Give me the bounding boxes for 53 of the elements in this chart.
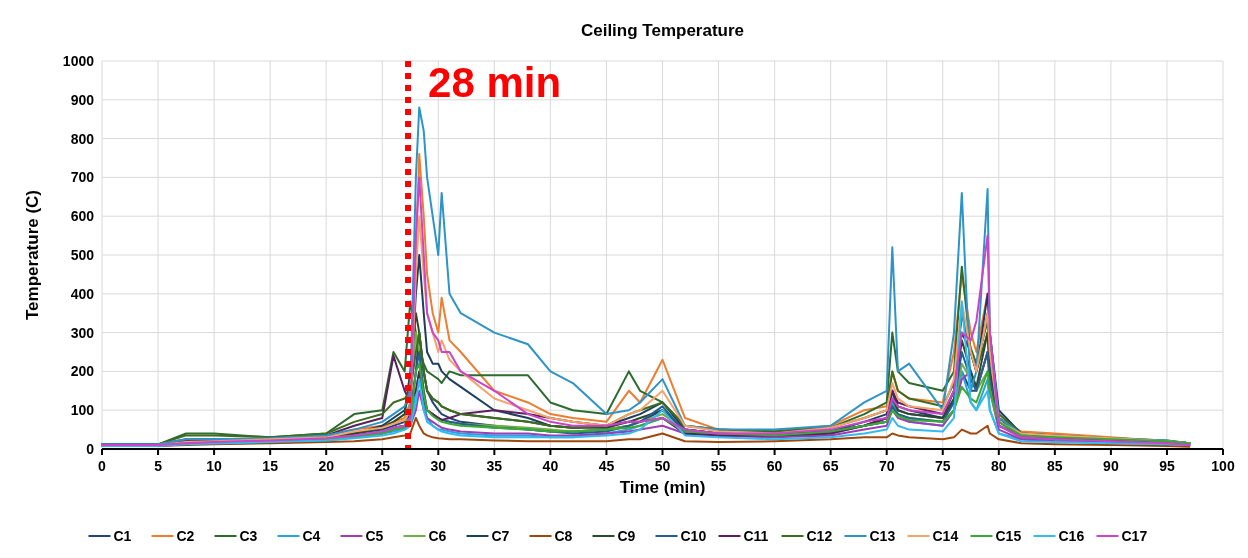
x-tick-label: 95 <box>1159 458 1175 474</box>
legend-label: C7 <box>491 527 510 544</box>
y-tick-label: 0 <box>86 440 95 457</box>
x-tick-label: 50 <box>654 458 671 474</box>
y-tick-label: 1000 <box>62 52 95 69</box>
legend-label: C5 <box>365 527 384 544</box>
legend-label: C9 <box>617 527 636 544</box>
y-tick-label: 400 <box>70 285 95 302</box>
x-tick-label: 65 <box>822 458 839 474</box>
x-tick-label: 15 <box>262 458 279 474</box>
y-tick-label: 700 <box>70 169 95 186</box>
legend-label: C8 <box>554 527 573 544</box>
legend-label: C16 <box>1058 527 1085 544</box>
y-tick-label: 200 <box>70 363 95 380</box>
legend-label: C4 <box>302 527 321 544</box>
x-tick-label: 30 <box>430 458 447 474</box>
x-tick-label: 80 <box>991 458 1007 474</box>
x-tick-label: 40 <box>542 458 559 474</box>
x-tick-label: 75 <box>934 458 951 474</box>
x-tick-label: 60 <box>766 458 783 474</box>
legend-label: C3 <box>239 527 258 544</box>
y-axis-title: Temperature (C) <box>23 189 42 321</box>
ref-line-label: 28 min <box>428 59 562 106</box>
legend-label: C15 <box>995 527 1022 544</box>
legend-label: C14 <box>932 527 959 544</box>
legend-label: C11 <box>743 527 769 544</box>
legend-label: C2 <box>176 527 195 544</box>
y-tick-label: 600 <box>70 208 95 225</box>
y-tick-label: 300 <box>70 324 95 341</box>
legend-label: C10 <box>680 527 707 544</box>
legend-label: C12 <box>806 527 833 544</box>
x-axis-title: Time (min) <box>619 478 706 497</box>
x-tick-label: 45 <box>598 458 615 474</box>
x-tick-label: 55 <box>710 458 727 474</box>
legend-label: C6 <box>428 527 447 544</box>
legend-label: C13 <box>869 527 896 544</box>
x-tick-label: 0 <box>98 458 107 474</box>
x-tick-label: 85 <box>1047 458 1063 474</box>
x-tick-label: 70 <box>878 458 895 474</box>
x-tick-label: 100 <box>1211 458 1235 474</box>
y-tick-label: 800 <box>70 130 95 147</box>
x-tick-label: 90 <box>1103 458 1119 474</box>
chart-title: Ceiling Temperature <box>580 21 745 40</box>
y-tick-label: 100 <box>70 402 95 419</box>
x-tick-label: 10 <box>206 458 223 474</box>
legend-label: C1 <box>113 527 132 544</box>
legend-label: C17 <box>1121 527 1148 544</box>
y-tick-label: 500 <box>70 246 95 263</box>
x-tick-label: 25 <box>374 458 391 474</box>
x-tick-label: 35 <box>486 458 503 474</box>
x-tick-label: 20 <box>318 458 335 474</box>
x-tick-label: 5 <box>154 458 163 474</box>
y-tick-label: 900 <box>70 91 95 108</box>
